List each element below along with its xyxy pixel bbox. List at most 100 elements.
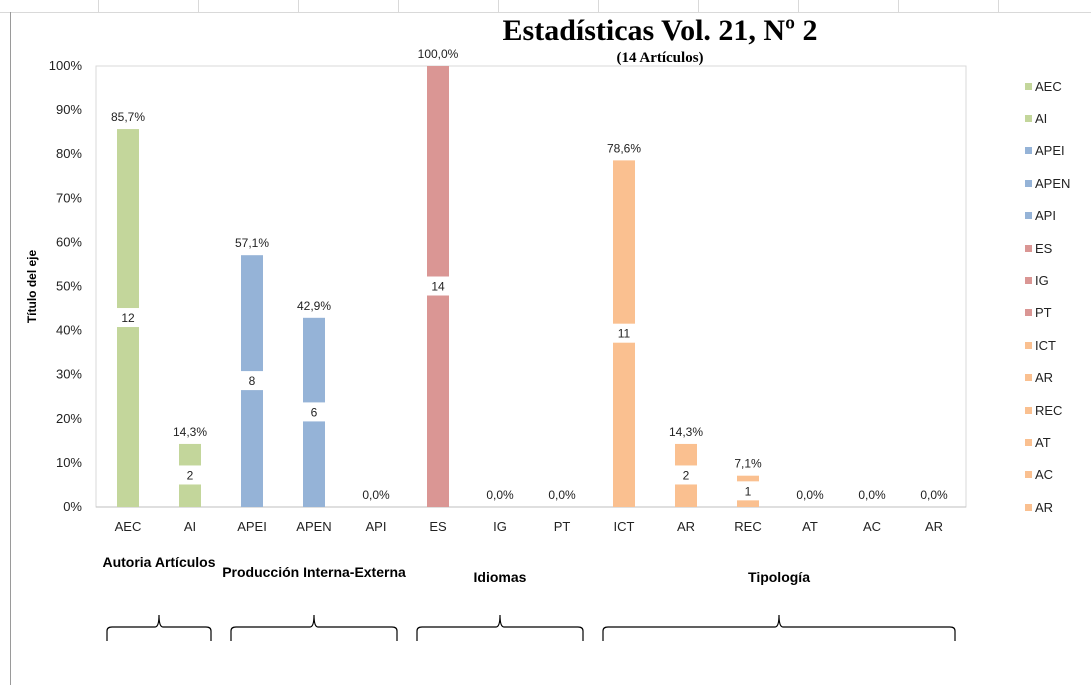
legend-swatch xyxy=(1025,471,1032,479)
legend-swatch xyxy=(1025,212,1032,220)
legend-swatch xyxy=(1025,406,1032,414)
legend-label: API xyxy=(1035,208,1056,224)
x-tick-label: PT xyxy=(554,519,571,534)
legend-label: AT xyxy=(1035,434,1051,450)
legend-item: AR xyxy=(1025,491,1087,523)
data-label: 14,3% xyxy=(173,425,207,439)
data-label: 100,0% xyxy=(418,47,459,61)
legend-item: AC xyxy=(1025,459,1087,491)
count-label-box xyxy=(240,371,264,391)
data-label: 42,9% xyxy=(297,299,331,313)
legend-label: AR xyxy=(1035,370,1054,386)
legend-label: PT xyxy=(1035,305,1052,321)
y-tick-label: 90% xyxy=(56,102,82,117)
y-tick-label: 20% xyxy=(56,411,82,426)
x-tick-label: AR xyxy=(925,519,943,534)
legend-swatch xyxy=(1025,179,1032,187)
legend-label: AEC xyxy=(1035,78,1062,94)
count-label: 11 xyxy=(618,327,631,341)
count-label: 8 xyxy=(249,374,256,388)
x-tick-label: AT xyxy=(802,519,818,534)
count-label-box xyxy=(612,323,636,343)
count-label-box xyxy=(426,276,450,296)
x-tick-label: AC xyxy=(863,519,881,534)
legend-item: AEC xyxy=(1025,70,1087,102)
count-label-box xyxy=(736,481,760,501)
x-tick-label: IG xyxy=(493,519,507,534)
group-brace xyxy=(602,614,956,641)
grid-line xyxy=(198,0,199,12)
x-tick-label: AEC xyxy=(115,519,142,534)
y-tick-label: 40% xyxy=(56,323,82,338)
count-label: 14 xyxy=(431,280,445,294)
data-label: 57,1% xyxy=(235,236,269,250)
chart-title: Estadísticas Vol. 21, Nº 2 xyxy=(502,14,818,47)
grid-line xyxy=(598,0,599,12)
group-brace xyxy=(230,614,398,641)
y-tick-label: 100% xyxy=(49,58,83,73)
y-axis-title: Título del eje xyxy=(25,250,39,324)
chart-subtitle: (14 Artículos) xyxy=(616,50,704,66)
count-label-box xyxy=(178,465,202,485)
x-tick-label: APEN xyxy=(296,519,331,534)
spreadsheet-grid xyxy=(0,0,1091,13)
y-tick-label: 0% xyxy=(63,499,82,514)
data-label: 0,0% xyxy=(362,488,390,502)
plot-area xyxy=(95,65,967,508)
legend-item: PT xyxy=(1025,297,1087,329)
data-label: 0,0% xyxy=(858,488,886,502)
data-label: 0,0% xyxy=(548,488,576,502)
grid-line xyxy=(898,0,899,12)
group-label: Tipología xyxy=(748,569,810,585)
count-label: 2 xyxy=(683,468,690,482)
count-label: 12 xyxy=(121,311,135,325)
legend-item: AT xyxy=(1025,426,1087,458)
legend-label: IG xyxy=(1035,273,1049,289)
data-label: 7,1% xyxy=(734,457,762,471)
legend-label: AR xyxy=(1035,499,1054,515)
data-label: 85,7% xyxy=(111,110,145,124)
legend-label: ES xyxy=(1035,240,1053,256)
legend-swatch xyxy=(1025,438,1032,446)
x-tick-label: APEI xyxy=(237,519,267,534)
group-label: Idiomas xyxy=(473,569,527,585)
legend-item: REC xyxy=(1025,394,1087,426)
x-tick-label: REC xyxy=(734,519,761,534)
grid-line xyxy=(498,0,499,12)
legend-item: APEN xyxy=(1025,167,1087,199)
legend-swatch xyxy=(1025,147,1032,155)
legend-swatch xyxy=(1025,244,1032,252)
legend-item: AI xyxy=(1025,102,1087,134)
y-tick-label: 30% xyxy=(56,367,82,382)
legend-item: API xyxy=(1025,200,1087,232)
x-tick-label: AR xyxy=(677,519,695,534)
x-tick-label: AI xyxy=(184,519,196,534)
group-brace xyxy=(416,614,584,641)
y-tick-label: 60% xyxy=(56,234,82,249)
grid-line xyxy=(698,0,699,12)
legend-swatch xyxy=(1025,309,1032,317)
legend-label: APEN xyxy=(1035,175,1071,191)
legend-item: ES xyxy=(1025,232,1087,264)
grid-line xyxy=(98,0,99,12)
legend-swatch xyxy=(1025,115,1032,123)
count-label: 2 xyxy=(187,468,194,482)
y-tick-label: 50% xyxy=(56,279,82,294)
sheet-border xyxy=(10,12,11,685)
legend-label: ICT xyxy=(1035,337,1056,353)
legend-item: ICT xyxy=(1025,329,1087,361)
legend-label: AC xyxy=(1035,467,1054,483)
legend-item: AR xyxy=(1025,362,1087,394)
count-label-box xyxy=(116,308,140,328)
group-label: Autoria Artículos xyxy=(102,554,216,570)
chart-legend: AEC AI APEI APEN API ES IG PT ICT AR REC AT AC AR xyxy=(1025,70,1087,523)
grid-line xyxy=(998,0,999,12)
y-tick-label: 70% xyxy=(56,190,82,205)
y-tick-label: 80% xyxy=(56,146,82,161)
data-label: 0,0% xyxy=(920,488,948,502)
count-label: 1 xyxy=(745,484,752,498)
legend-swatch xyxy=(1025,503,1032,511)
group-label: Producción Interna-Externa xyxy=(222,564,406,580)
data-label: 0,0% xyxy=(486,488,514,502)
